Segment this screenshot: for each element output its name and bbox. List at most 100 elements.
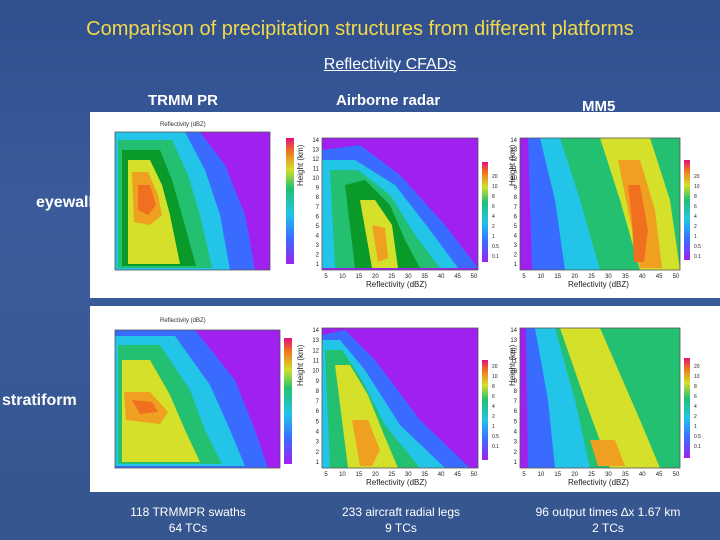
height-tick-label: 13: [510, 338, 517, 344]
height-tick-label: 1: [316, 262, 320, 268]
reflectivity-tick-label: 40: [438, 472, 445, 478]
height-tick-label: 1: [514, 460, 518, 466]
footer-mm5-line2: 2 TCs: [592, 521, 624, 535]
reflectivity-tick-label: 5: [324, 274, 328, 280]
colorbar-tick-label: 0.5: [492, 244, 499, 250]
reflectivity-tick-label: 10: [339, 274, 346, 280]
colorbar-tick-label: 10: [492, 184, 498, 190]
row-label-stratiform: stratiform: [2, 392, 77, 409]
height-tick-label: 14: [312, 328, 319, 334]
cfad-airborne-eyewall: [321, 137, 488, 271]
reflectivity-tick-label: 25: [388, 472, 395, 478]
height-tick-label: 11: [313, 358, 320, 364]
colorbar-tick-label: 10: [492, 374, 498, 380]
reflectivity-tick-label: 20: [571, 472, 578, 478]
colorbar-tick-label: 2: [694, 414, 697, 420]
reflectivity-tick-label: 40: [438, 274, 445, 280]
mm5-eyewall-ylabel: Height (km): [508, 144, 517, 186]
height-tick-label: 5: [514, 224, 518, 230]
footer-airborne-line2: 9 TCs: [385, 521, 417, 535]
row-label-eyewall: eyewall: [36, 194, 93, 211]
reflectivity-tick-label: 5: [522, 472, 526, 478]
height-tick-label: 7: [514, 205, 518, 211]
airborne-eyewall-xlabel: Reflectivity (dBZ): [366, 280, 427, 289]
height-tick-label: 10: [510, 369, 517, 375]
footer-trmm-line2: 64 TCs: [168, 521, 208, 535]
height-tick-label: 4: [316, 430, 320, 436]
height-tick-label: 14: [510, 328, 517, 334]
colorbar-tick-label: 2: [694, 224, 697, 230]
height-tick-label: 11: [511, 167, 518, 173]
height-tick-label: 12: [510, 157, 517, 163]
reflectivity-tick-label: 35: [421, 472, 428, 478]
colorbar-tick-label: 10: [694, 374, 700, 380]
cfad-trmm-stratiform: [114, 329, 292, 469]
colorbar-tick-label: 0.1: [694, 254, 701, 260]
colorbar-tick-label: 6: [492, 394, 495, 400]
colorbar-tick-label: 0.5: [492, 434, 499, 440]
reflectivity-tick-label: 30: [405, 472, 412, 478]
colorbar-tick-label: 4: [492, 214, 495, 220]
colorbar-tick-label: 1: [694, 424, 697, 430]
colorbar-tick-label: 20: [694, 174, 700, 180]
height-tick-label: 11: [313, 167, 320, 173]
height-tick-label: 9: [514, 379, 518, 385]
height-tick-label: 8: [316, 195, 320, 201]
reflectivity-tick-label: 45: [656, 472, 663, 478]
height-tick-label: 5: [514, 419, 518, 425]
reflectivity-tick-label: 50: [471, 274, 478, 280]
reflectivity-tick-label: 45: [454, 274, 461, 280]
colorbar-tick-label: 2: [492, 224, 495, 230]
height-tick-label: 13: [312, 338, 319, 344]
reflectivity-tick-label: 10: [538, 274, 545, 280]
colorbar-tick-label: 1: [694, 234, 697, 240]
height-tick-label: 6: [514, 214, 518, 220]
height-tick-label: 2: [514, 450, 518, 456]
height-tick-label: 12: [312, 157, 319, 163]
height-tick-label: 5: [316, 419, 320, 425]
reflectivity-tick-label: 10: [339, 472, 346, 478]
height-tick-label: 3: [316, 243, 320, 249]
reflectivity-tick-label: 40: [639, 472, 646, 478]
height-tick-label: 3: [514, 440, 518, 446]
height-tick-label: 2: [316, 450, 320, 456]
height-tick-label: 5: [316, 224, 320, 230]
column-header-mm5: MM5: [582, 98, 616, 115]
reflectivity-tick-label: 25: [588, 472, 595, 478]
airborne-stratiform-ylabel: Height (km): [296, 344, 305, 386]
trmm-stratiform-caption: Reflectivity (dBZ): [160, 318, 206, 324]
reflectivity-tick-label: 15: [554, 274, 561, 280]
colorbar-tick-label: 1: [492, 234, 495, 240]
height-tick-label: 6: [514, 409, 518, 415]
reflectivity-tick-label: 20: [571, 274, 578, 280]
colorbar-tick-label: 1: [492, 424, 495, 430]
reflectivity-tick-label: 50: [471, 472, 478, 478]
trmm-eyewall-caption: Reflectivity (dBZ): [160, 122, 206, 128]
height-tick-label: 2: [514, 252, 518, 258]
height-tick-label: 13: [312, 148, 319, 154]
colorbar-tick-label: 4: [492, 404, 495, 410]
colorbar-tick-label: 8: [492, 384, 495, 390]
reflectivity-tick-label: 15: [356, 472, 363, 478]
colorbar-tick-label: 0.1: [492, 444, 499, 450]
height-tick-label: 8: [514, 389, 518, 395]
height-tick-label: 3: [316, 440, 320, 446]
footer-trmm: 118 TRMMPR swaths 64 TCs: [108, 504, 268, 536]
reflectivity-tick-label: 25: [388, 274, 395, 280]
reflectivity-tick-label: 20: [372, 472, 379, 478]
height-tick-label: 10: [312, 176, 319, 182]
reflectivity-tick-label: 15: [554, 472, 561, 478]
colorbar-tick-label: 20: [492, 364, 498, 370]
reflectivity-tick-label: 25: [588, 274, 595, 280]
footer-airborne: 233 aircraft radial legs 9 TCs: [316, 504, 486, 536]
height-tick-label: 7: [316, 399, 320, 405]
height-tick-label: 11: [511, 358, 518, 364]
column-header-airborne: Airborne radar: [336, 92, 441, 109]
cfad-mm5-stratiform: [519, 327, 690, 469]
slide-title: Comparison of precipitation structures f…: [86, 18, 634, 40]
colorbar-tick-label: 20: [492, 174, 498, 180]
mm5-stratiform-ylabel: Height (km): [508, 344, 517, 386]
height-tick-label: 7: [514, 399, 518, 405]
height-tick-label: 9: [316, 379, 320, 385]
